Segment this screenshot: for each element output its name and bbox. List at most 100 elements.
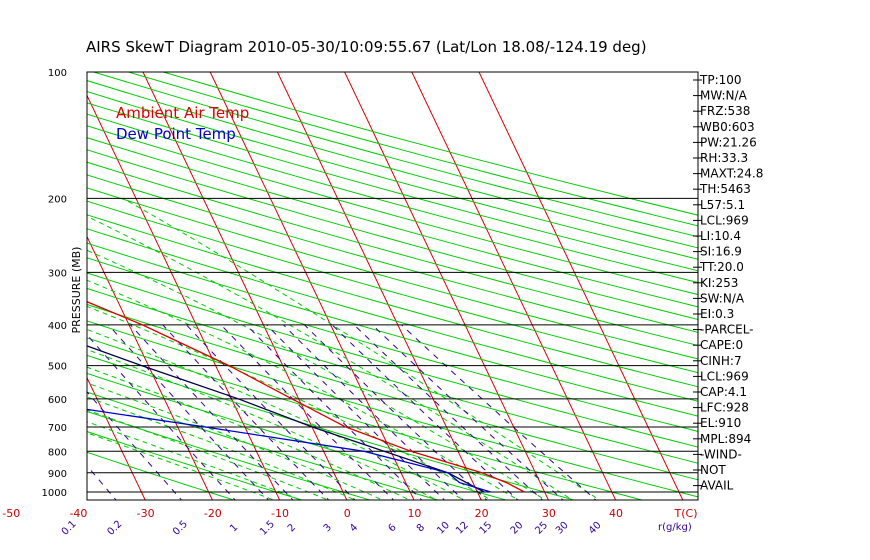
moist-adiabat-line bbox=[87, 382, 384, 500]
index-item: -WIND- bbox=[700, 447, 742, 461]
pressure-tick-label: 800 bbox=[48, 447, 67, 458]
dry-adiabat-line bbox=[87, 102, 698, 272]
dry-adiabat-line bbox=[87, 149, 698, 320]
moist-adiabat-line bbox=[87, 279, 520, 500]
index-item: MAXT:24.8 bbox=[700, 167, 763, 181]
mixing-ratio-label: 30 bbox=[554, 520, 571, 537]
pressure-tick-label: 700 bbox=[48, 423, 67, 434]
index-item: FRZ:538 bbox=[700, 104, 750, 118]
mixing-ratio-label: 25 bbox=[533, 520, 550, 537]
moist-adiabat-line bbox=[87, 396, 357, 500]
dry-adiabat-line bbox=[87, 90, 698, 260]
x-axis-unit-label: T(C) bbox=[674, 507, 698, 520]
mixing-ratio-line bbox=[353, 324, 544, 500]
dry-adiabat-line bbox=[87, 80, 698, 249]
mixing-ratio-line bbox=[87, 334, 236, 500]
series-layer bbox=[87, 301, 525, 493]
dry-adiabat-line bbox=[87, 187, 698, 360]
moist-adiabat-line bbox=[87, 348, 438, 500]
mixing-ratio-line bbox=[108, 324, 270, 500]
isotherm-line bbox=[87, 94, 281, 500]
pressure-tick-label: 600 bbox=[48, 395, 67, 406]
index-item: L57:5.1 bbox=[700, 198, 745, 212]
moist-adiabat-line bbox=[87, 328, 466, 500]
dry-adiabat-line bbox=[87, 287, 698, 464]
dry-adiabat-line bbox=[87, 137, 698, 308]
mixing-ratio-label: 15 bbox=[478, 520, 495, 537]
ambient-temp-curve bbox=[87, 301, 525, 493]
index-item: TT:20.0 bbox=[699, 260, 744, 274]
isotherm-line bbox=[276, 72, 482, 500]
index-item: AVAIL bbox=[700, 479, 734, 493]
isotherm-line bbox=[411, 72, 617, 500]
dew-point-curve bbox=[87, 408, 491, 493]
index-item: LCL:969 bbox=[700, 369, 749, 383]
index-item: CAP:4.1 bbox=[700, 385, 747, 399]
index-item: TH:5463 bbox=[699, 182, 751, 196]
mixing-ratio-line bbox=[331, 324, 519, 500]
mixing-ratio-line bbox=[186, 324, 356, 500]
dry-adiabat-line bbox=[87, 257, 698, 432]
dry-adiabat-line bbox=[128, 72, 698, 227]
index-item: KI:253 bbox=[700, 276, 738, 290]
index-item: LCL:969 bbox=[700, 213, 749, 227]
index-item: SI:16.9 bbox=[700, 245, 742, 259]
index-item: TP:100 bbox=[699, 73, 742, 87]
index-item: EI:0.3 bbox=[700, 307, 734, 321]
index-item: EL:910 bbox=[700, 416, 741, 430]
dry-adiabat-line bbox=[87, 242, 698, 417]
moist-adiabat-line bbox=[87, 249, 547, 500]
pressure-tick-label: 900 bbox=[48, 469, 67, 480]
pressure-tick-label: 100 bbox=[48, 68, 67, 79]
mixing-ratio-label: 10 bbox=[435, 520, 452, 537]
isotherm-line bbox=[478, 72, 684, 500]
mixing-ratio-label: 1.5 bbox=[258, 519, 277, 538]
mixing-ratio-label: 0.5 bbox=[171, 519, 190, 538]
moist-adiabat-line bbox=[122, 197, 601, 500]
dry-adiabat-line bbox=[87, 272, 698, 448]
mixing-ratio-line bbox=[304, 324, 488, 500]
moist-adiabat-line bbox=[87, 305, 493, 500]
dry-adiabat-line bbox=[87, 228, 698, 402]
index-item: MPL:894 bbox=[700, 432, 751, 446]
pressure-tick-label: 300 bbox=[48, 268, 67, 279]
index-item: -PARCEL- bbox=[700, 323, 754, 337]
bottom-temp-tick-label: 0 bbox=[344, 507, 351, 520]
mixing-ratio-label: 20 bbox=[509, 520, 526, 537]
index-item: LI:10.4 bbox=[700, 229, 741, 243]
mixing-ratio-line bbox=[246, 324, 423, 500]
grid-layer bbox=[0, 72, 698, 503]
bottom-temp-tick-label: 30 bbox=[542, 507, 556, 520]
dry-adiabat-line bbox=[87, 125, 698, 296]
mixing-ratio-line bbox=[87, 465, 117, 500]
mixing-ratio-label: 2 bbox=[286, 522, 298, 534]
index-item: NOT bbox=[700, 463, 726, 477]
index-item: CAPE:0 bbox=[700, 338, 743, 352]
bottom-temp-tick-label: 10 bbox=[407, 507, 421, 520]
pressure-tick-label: 1000 bbox=[42, 488, 67, 499]
mixing-ratio-unit-label: r(g/kg) bbox=[658, 522, 692, 533]
dry-adiabat-line bbox=[87, 161, 698, 333]
index-item: PW:21.26 bbox=[700, 135, 757, 149]
mixing-ratio-label: 40 bbox=[587, 520, 604, 537]
parcel-curve bbox=[87, 345, 485, 493]
y-axis-label: PRESSURE (MB) bbox=[70, 247, 83, 334]
dry-adiabat-line bbox=[87, 113, 698, 284]
mixing-ratio-label: 8 bbox=[415, 522, 427, 534]
mixing-ratio-line bbox=[283, 324, 465, 500]
pressure-tick-label: 500 bbox=[48, 362, 67, 373]
bottom-temp-tick-label: 40 bbox=[609, 507, 623, 520]
index-item: MW:N/A bbox=[700, 89, 748, 103]
mixing-ratio-line bbox=[162, 324, 330, 500]
isotherm-line bbox=[0, 72, 12, 503]
index-item: SW:N/A bbox=[700, 291, 745, 305]
dry-adiabat-line bbox=[87, 214, 698, 388]
mixing-ratio-label: 0.2 bbox=[106, 519, 125, 538]
pressure-tick-label: 200 bbox=[48, 194, 67, 205]
legend-dew-point-temp: Dew Point Temp bbox=[116, 125, 236, 143]
isotherm-line bbox=[209, 72, 415, 500]
bottom-temp-tick-label: -10 bbox=[271, 507, 289, 520]
bottom-temp-tick-label: -50 bbox=[2, 507, 20, 520]
legend-ambient-air-temp: Ambient Air Temp bbox=[116, 104, 249, 122]
